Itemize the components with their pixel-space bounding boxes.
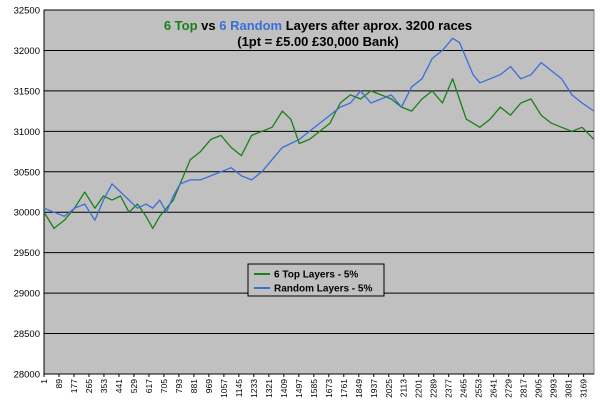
x-tick-label: 2201 (414, 379, 424, 398)
x-tick-label: 89 (54, 379, 64, 389)
y-tick-label: 28500 (14, 329, 40, 340)
plot-area (43, 9, 595, 375)
chart-title: 6 Top vs 6 Random Layers after aprox. 32… (164, 18, 472, 33)
x-tick-label: 177 (69, 379, 79, 393)
title-part: 6 Top (164, 18, 198, 33)
chart-subtitle: (1pt = £5.00 £30,000 Bank) (237, 34, 399, 49)
x-tick-label: 617 (144, 379, 154, 393)
y-tick-label: 32500 (14, 6, 40, 17)
x-tick-label: 2025 (384, 379, 394, 398)
series-line-random-layers (43, 37, 595, 221)
title-part: 6 Random (219, 18, 282, 33)
x-tick-label: 2729 (504, 379, 514, 398)
y-tick-label: 29500 (14, 248, 40, 259)
x-tick-label: 1937 (369, 379, 379, 398)
y-tick-label: 32000 (14, 46, 40, 57)
x-tick-label: 1497 (294, 379, 304, 398)
x-tick-label: 793 (174, 379, 184, 393)
legend-label: 6 Top Layers - 5% (274, 270, 358, 281)
x-tick-label: 1321 (264, 379, 274, 398)
x-tick-label: 2553 (474, 379, 484, 398)
x-tick-label: 2289 (429, 379, 439, 398)
x-tick-label: 705 (159, 379, 169, 393)
x-tick-label: 3169 (579, 379, 589, 398)
x-tick-label: 2641 (489, 379, 499, 398)
y-tick-label: 31500 (14, 86, 40, 97)
x-tick-label: 529 (129, 379, 139, 393)
x-tick-label: 881 (189, 379, 199, 393)
x-tick-label: 2113 (399, 379, 409, 398)
x-tick-label: 2465 (459, 379, 469, 398)
y-tick-label: 31000 (14, 127, 40, 138)
x-tick-label: 2905 (534, 379, 544, 398)
gridlines (43, 9, 594, 375)
y-tick-label: 30000 (14, 208, 40, 219)
series-lines (43, 37, 595, 230)
x-tick-label: 1 (39, 379, 49, 384)
y-tick-label: 28000 (14, 370, 40, 381)
x-tick-label: 1233 (249, 379, 259, 398)
x-tick-label: 353 (99, 379, 109, 393)
x-tick-label: 1145 (234, 379, 244, 398)
x-tick-label: 969 (204, 379, 214, 393)
x-tick-label: 2377 (444, 379, 454, 398)
legend-box (247, 263, 385, 297)
x-tick-label: 3081 (564, 379, 574, 398)
y-axis-ticks: 28000 28500 29000 29500 30000 30500 31000 31500… (14, 6, 40, 381)
x-tick-label: 441 (114, 379, 124, 393)
title-part: Layers after aprox. 3200 races (282, 18, 472, 33)
y-tick-label: 29000 (14, 289, 40, 300)
series-line-top-layers (43, 78, 595, 230)
x-tick-label: 265 (84, 379, 94, 393)
legend-label: Random Layers - 5% (274, 284, 372, 295)
x-tick-label: 2993 (549, 379, 559, 398)
x-tick-label: 2817 (519, 379, 529, 398)
x-tick-label: 1761 (339, 379, 349, 398)
x-tick-label: 1409 (279, 379, 289, 398)
x-tick-label: 1673 (324, 379, 334, 398)
x-tick-label: 1849 (354, 379, 364, 398)
title-part: vs (198, 18, 220, 33)
x-tick-label: 1057 (219, 379, 229, 398)
x-tick-label: 1585 (309, 379, 319, 398)
x-axis-ticks: 1 89 177 265 353 441 529 617 705 793 881 969 1057 114… (39, 374, 589, 398)
legend: 6 Top Layers - 5% Random Layers - 5% (247, 263, 385, 297)
y-tick-label: 30500 (14, 167, 40, 178)
